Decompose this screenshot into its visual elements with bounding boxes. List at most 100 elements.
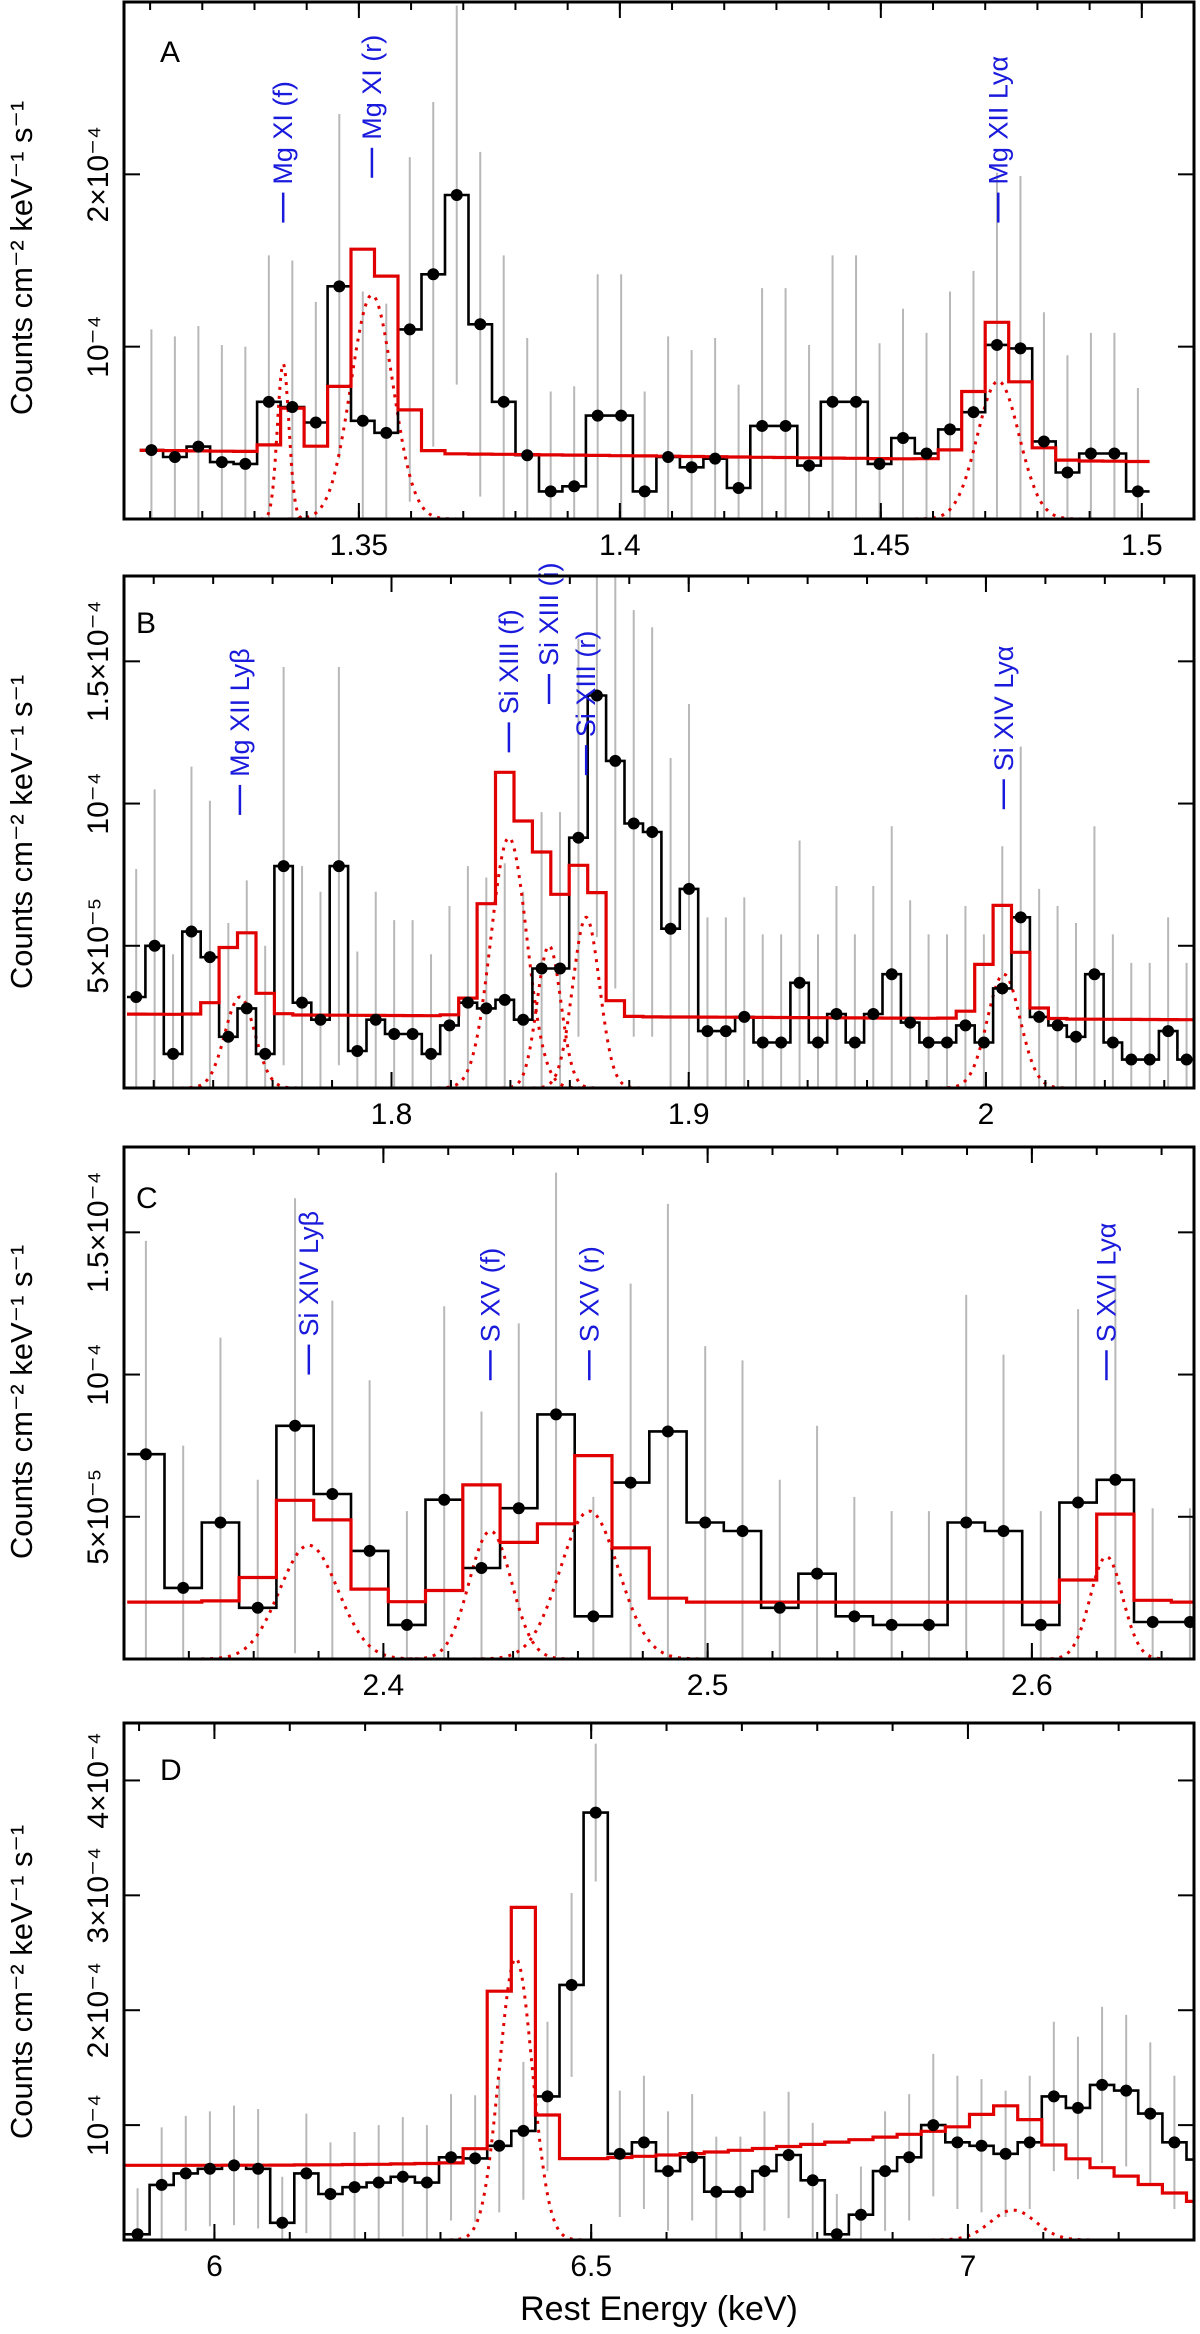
data-point bbox=[686, 2151, 699, 2164]
data-point bbox=[148, 939, 161, 952]
data-point bbox=[960, 1516, 973, 1529]
panel-d-frame bbox=[122, 1721, 1196, 2242]
y-tick-label: 3×10⁻⁴ bbox=[82, 1847, 115, 1943]
data-point bbox=[782, 2148, 795, 2161]
y-tick-label: 2×10⁻⁴ bbox=[82, 126, 115, 222]
data-point bbox=[1088, 968, 1101, 981]
data-point bbox=[854, 2208, 867, 2221]
line-label: Si XIII (r) bbox=[571, 631, 601, 738]
data-point bbox=[793, 976, 806, 989]
line-label: Si XIII (i) bbox=[534, 562, 564, 666]
model-line-component bbox=[449, 1956, 583, 2240]
data-point bbox=[959, 1019, 972, 1032]
panel-c-series bbox=[127, 1172, 1194, 1659]
y-tick-label: 5×10⁻⁵ bbox=[82, 898, 115, 994]
data-point bbox=[1168, 2136, 1181, 2149]
data-point bbox=[239, 457, 252, 470]
data-point bbox=[830, 1008, 843, 1021]
model-line-component bbox=[260, 362, 307, 519]
data-point bbox=[848, 1610, 861, 1623]
line-label: S XV (f) bbox=[475, 1248, 505, 1343]
data-point bbox=[469, 2152, 482, 2165]
model-line-component bbox=[532, 915, 640, 1088]
data-point bbox=[363, 1544, 376, 1557]
data-point bbox=[326, 1488, 339, 1501]
x-tick-label: 2.4 bbox=[363, 1669, 405, 1702]
data-point bbox=[289, 1419, 302, 1432]
data-point bbox=[683, 882, 696, 895]
data-point bbox=[867, 1008, 880, 1021]
panel-c-frame bbox=[122, 1145, 1196, 1661]
line-label: S XV (r) bbox=[574, 1246, 604, 1342]
data-point bbox=[177, 1581, 190, 1594]
data-point bbox=[425, 1047, 438, 1060]
data-point bbox=[773, 1601, 786, 1614]
x-tick-label: 6 bbox=[206, 2250, 223, 2283]
data-point bbox=[145, 444, 158, 457]
data-point bbox=[277, 860, 290, 873]
y-tick-label: 5×10⁻⁵ bbox=[82, 1469, 115, 1565]
panel-d: D Counts cm⁻² keV⁻¹ s⁻¹ 6 6.5 7 10⁻⁴ 2×10⁻⁴ 3… bbox=[4, 1721, 1196, 2283]
data-point bbox=[1120, 2084, 1133, 2097]
model-histogram bbox=[127, 770, 1194, 1022]
data-point bbox=[975, 2139, 988, 2152]
model-line-component bbox=[405, 1529, 575, 1659]
data-point bbox=[977, 1036, 990, 1049]
data-point bbox=[403, 323, 416, 336]
x-tick-label: 1.35 bbox=[330, 529, 388, 562]
data-point bbox=[996, 982, 1009, 995]
data-point bbox=[372, 2176, 385, 2189]
data-point bbox=[568, 480, 581, 493]
panel-b-letter: B bbox=[136, 607, 156, 640]
data-point bbox=[474, 318, 487, 331]
panel-d-letter: D bbox=[160, 1754, 182, 1787]
data-point bbox=[192, 440, 205, 453]
data-point bbox=[179, 2167, 192, 2180]
data-point bbox=[1023, 2136, 1036, 2149]
data-histogram bbox=[127, 1413, 1194, 1627]
data-point bbox=[587, 1610, 600, 1623]
data-point bbox=[904, 1016, 917, 1029]
data-point bbox=[779, 419, 792, 432]
y-tick-label: 10⁻⁴ bbox=[82, 773, 115, 835]
model-histogram bbox=[127, 1454, 1194, 1604]
data-point bbox=[1072, 1496, 1085, 1509]
data-point bbox=[624, 1476, 637, 1489]
data-point bbox=[203, 2162, 216, 2175]
model-histogram bbox=[125, 1905, 1194, 2203]
data-point bbox=[903, 2151, 916, 2164]
data-point bbox=[572, 831, 585, 844]
data-point bbox=[719, 1025, 732, 1038]
data-point bbox=[461, 996, 474, 1009]
data-point bbox=[314, 1013, 327, 1026]
y-tick-label: 10⁻⁴ bbox=[82, 2094, 115, 2156]
data-point bbox=[646, 826, 659, 838]
data-point bbox=[999, 2147, 1012, 2160]
data-point bbox=[951, 2136, 964, 2149]
x-tick-label: 2.6 bbox=[1011, 1669, 1053, 1702]
data-point bbox=[709, 452, 722, 465]
data-point bbox=[296, 996, 309, 1009]
x-tick-label: 1.45 bbox=[852, 529, 910, 562]
x-axis-label: Rest Energy (keV) bbox=[520, 2290, 798, 2328]
data-point bbox=[685, 461, 698, 474]
data-point bbox=[550, 1408, 563, 1421]
y-tick-label: 1.5×10⁻⁴ bbox=[82, 601, 115, 722]
data-point bbox=[699, 1516, 712, 1529]
x-tick-label: 1.8 bbox=[371, 1098, 413, 1131]
data-point bbox=[332, 860, 345, 873]
data-point bbox=[967, 406, 980, 419]
data-point bbox=[369, 1013, 382, 1026]
data-point bbox=[380, 426, 393, 439]
data-point bbox=[811, 1567, 824, 1580]
data-point bbox=[1106, 1036, 1119, 1049]
model-line-component bbox=[288, 293, 456, 519]
data-point bbox=[388, 1027, 401, 1040]
panel-d-plot-area: 6 6.5 7 10⁻⁴ 2×10⁻⁴ 3×10⁻⁴ 4×10⁻⁴ bbox=[82, 1723, 1195, 2283]
panel-d-y-axis-label: Counts cm⁻² keV⁻¹ s⁻¹ bbox=[4, 1825, 39, 2139]
panel-c-plot-area: 2.4 2.5 2.6 5×10⁻⁵ 10⁻⁴ 1.5×10⁻⁴ Si XIV Lyβ S X… bbox=[82, 1147, 1194, 1702]
data-point bbox=[475, 1561, 488, 1574]
data-point bbox=[1034, 1618, 1047, 1631]
data-point bbox=[240, 1002, 253, 1015]
